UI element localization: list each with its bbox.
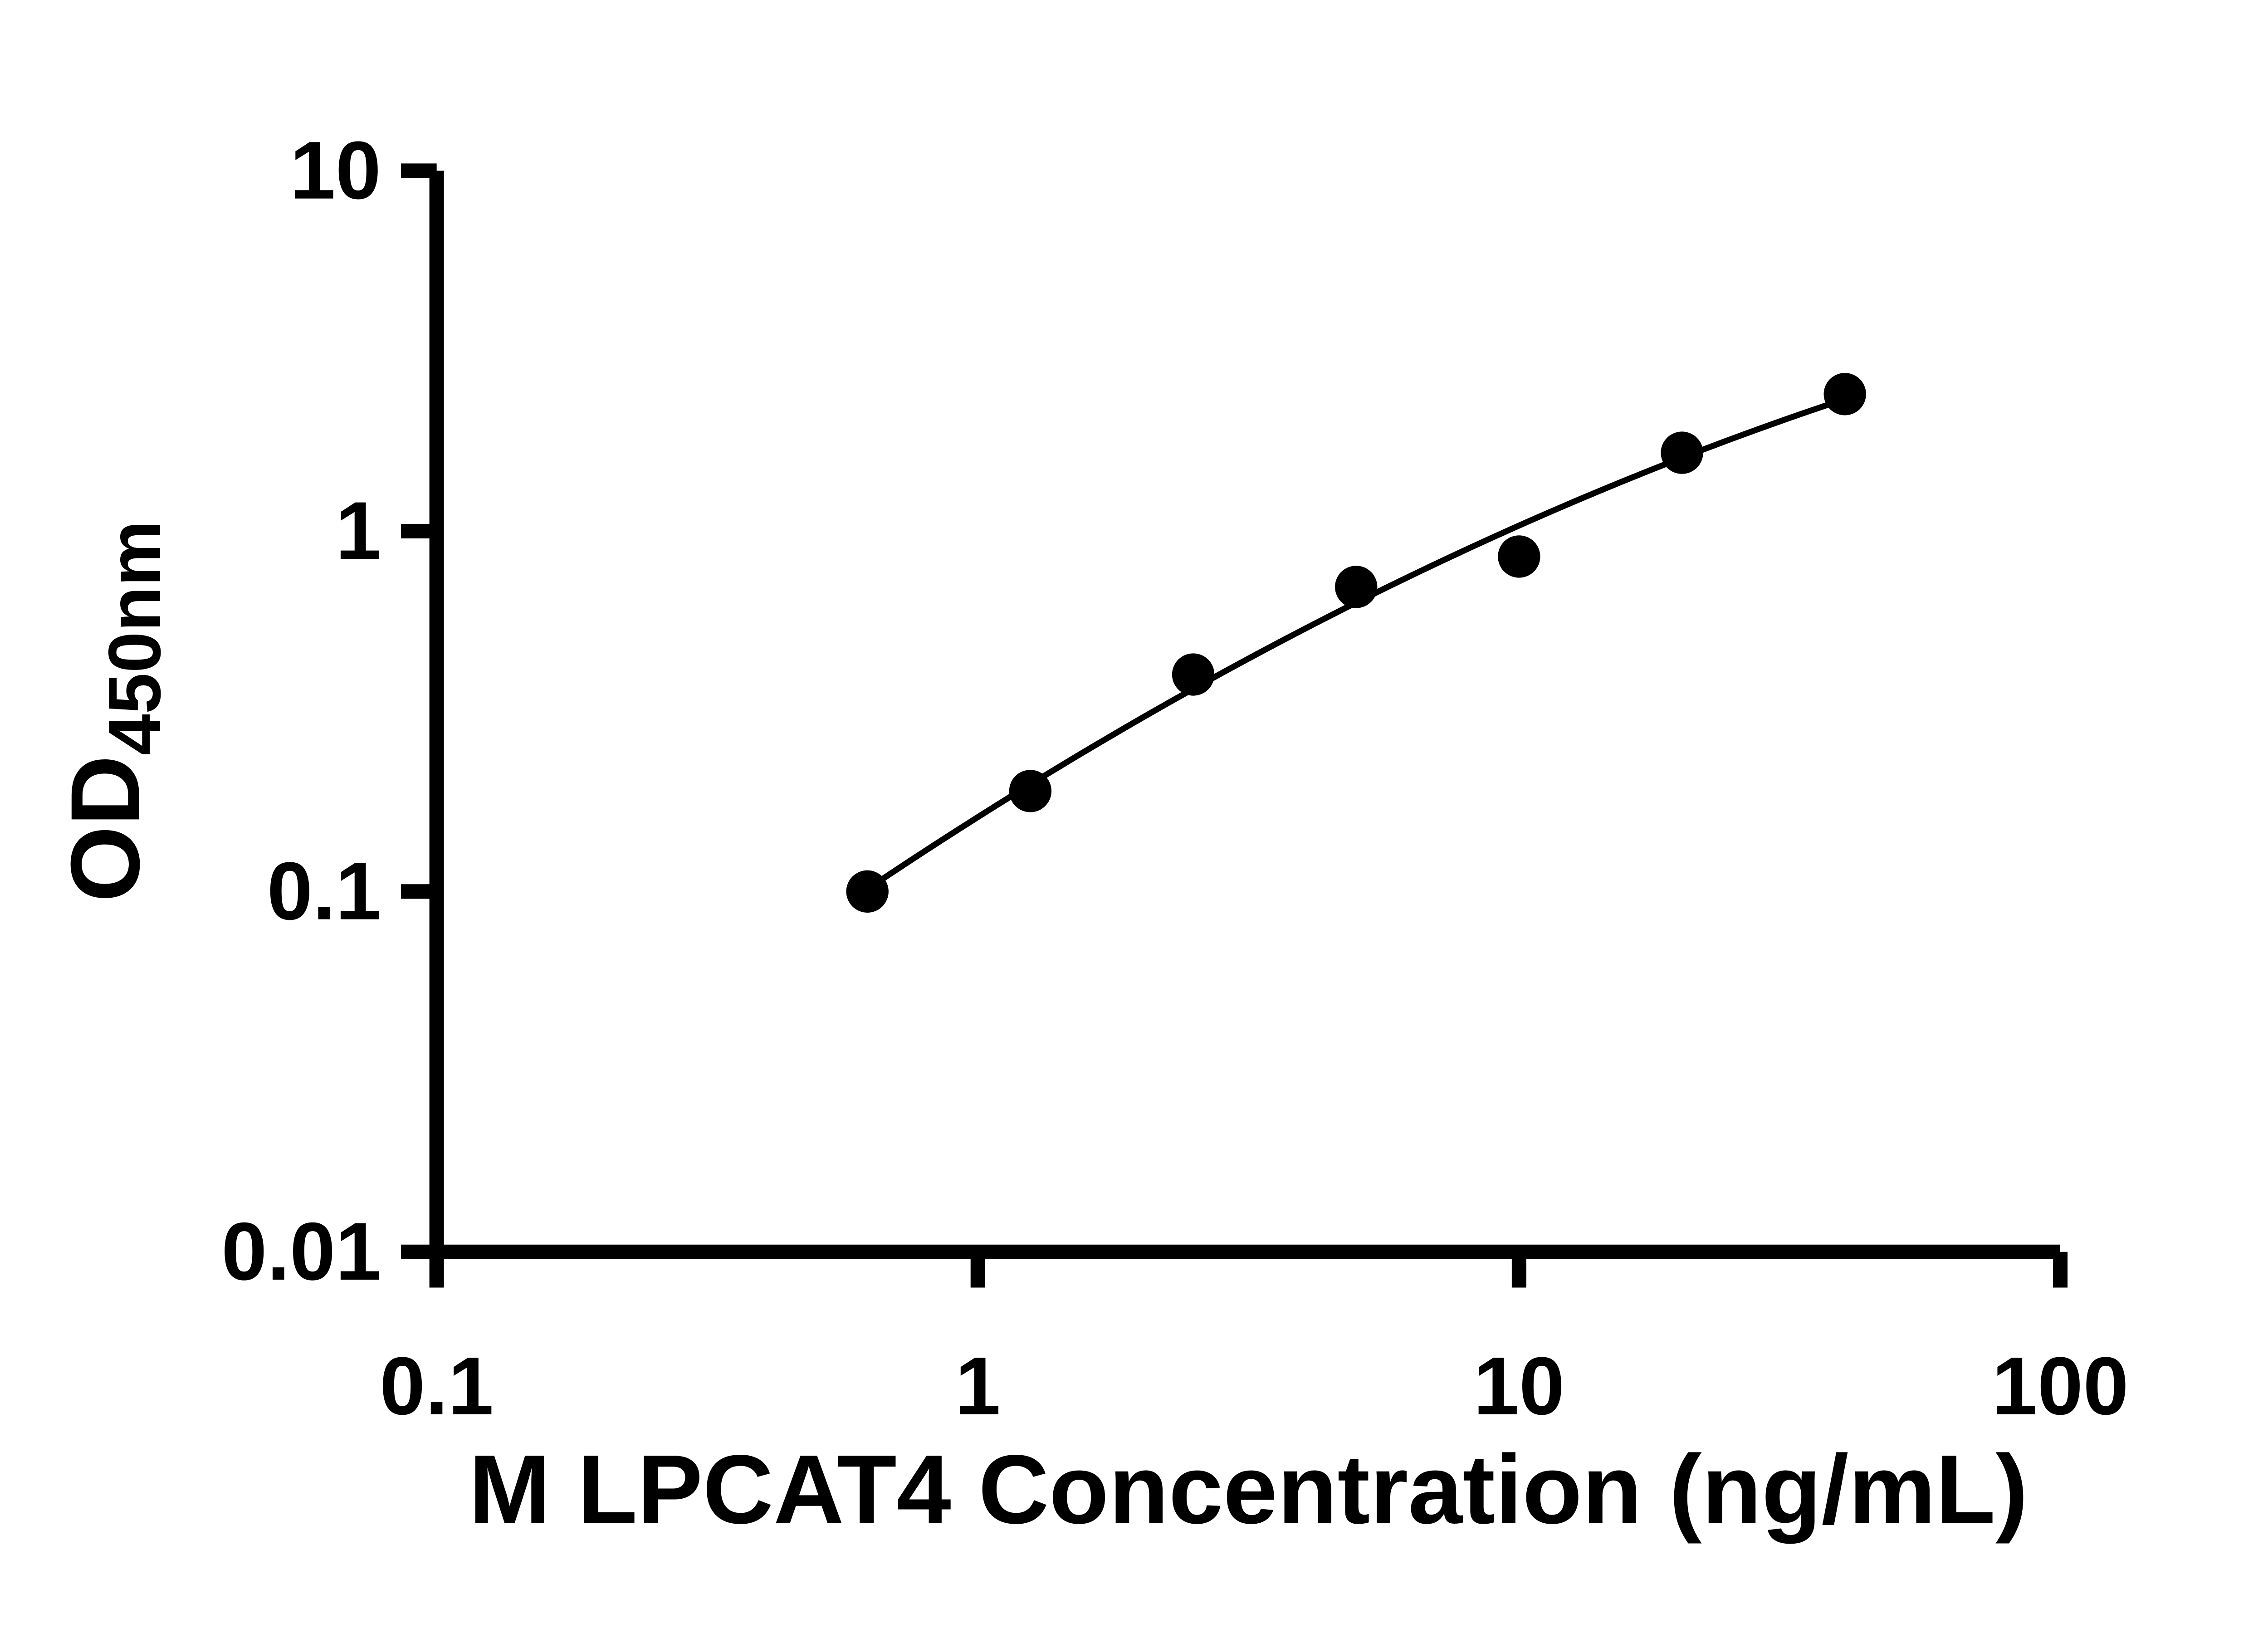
data-point bbox=[846, 870, 889, 913]
y-axis-tick-label: 1 bbox=[336, 485, 381, 577]
y-axis-tick-label: 10 bbox=[290, 125, 381, 216]
data-point bbox=[1009, 770, 1052, 812]
x-axis-tick-label: 1 bbox=[955, 1340, 1001, 1432]
axes-spine bbox=[429, 171, 2061, 1259]
data-point bbox=[1661, 431, 1703, 474]
y-axis-tick-label: 0.01 bbox=[221, 1206, 381, 1297]
fit-curve bbox=[865, 396, 1846, 892]
data-point bbox=[1335, 566, 1378, 608]
x-axis-tick-label: 0.1 bbox=[380, 1340, 494, 1432]
data-point bbox=[1823, 373, 1866, 416]
data-point bbox=[1172, 653, 1215, 696]
y-axis-title-main: OD bbox=[50, 755, 160, 902]
x-axis-tick-label: 100 bbox=[1992, 1340, 2129, 1432]
x-axis-tick-label: 10 bbox=[1473, 1340, 1564, 1432]
x-axis-title: M LPCAT4 Concentration (ng/mL) bbox=[469, 1435, 2028, 1544]
data-point bbox=[1498, 535, 1540, 578]
y-axis-title-subscript: 450nm bbox=[93, 520, 176, 755]
y-axis-tick-label: 0.1 bbox=[267, 846, 381, 937]
y-axis-title: OD450nm bbox=[50, 520, 176, 902]
